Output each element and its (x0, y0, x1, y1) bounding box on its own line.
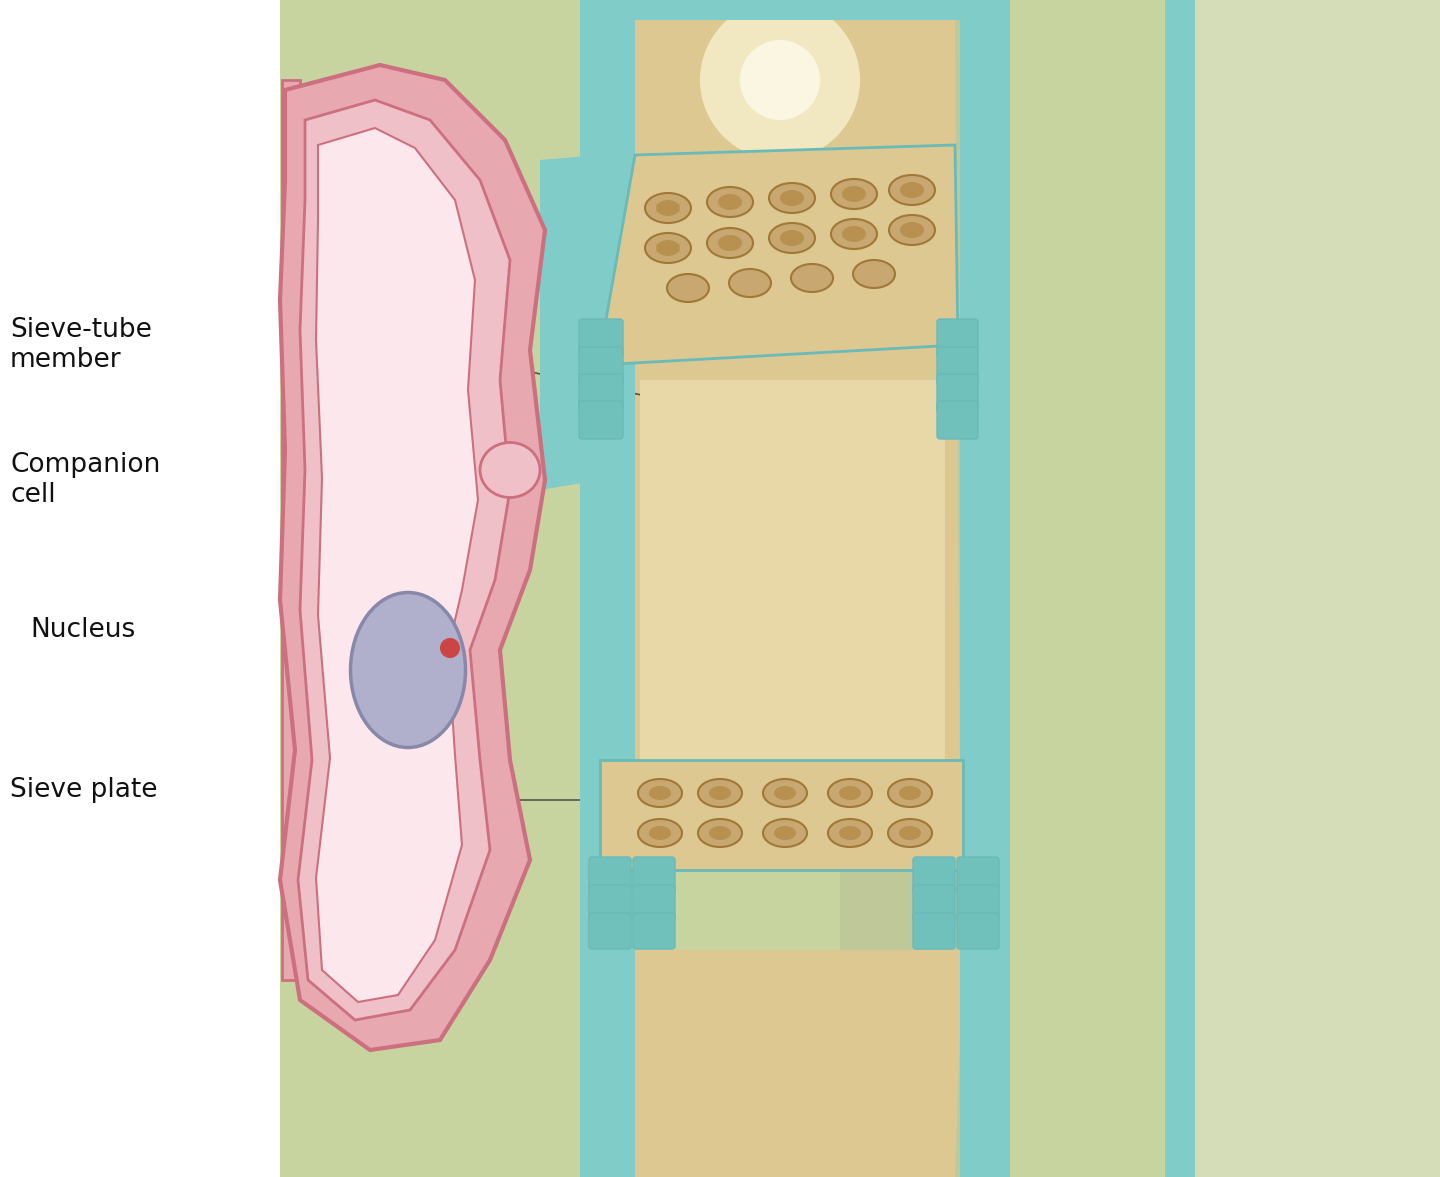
Ellipse shape (769, 182, 815, 213)
Ellipse shape (350, 592, 465, 747)
FancyBboxPatch shape (958, 885, 999, 920)
Ellipse shape (649, 826, 671, 840)
Ellipse shape (638, 819, 683, 847)
Ellipse shape (828, 819, 873, 847)
Ellipse shape (667, 274, 708, 302)
Ellipse shape (888, 175, 935, 205)
FancyBboxPatch shape (937, 347, 978, 385)
FancyBboxPatch shape (634, 913, 675, 949)
Ellipse shape (740, 40, 819, 120)
FancyBboxPatch shape (589, 913, 631, 949)
Ellipse shape (649, 786, 671, 800)
FancyBboxPatch shape (579, 401, 624, 439)
FancyBboxPatch shape (937, 374, 978, 412)
Polygon shape (540, 155, 600, 490)
Ellipse shape (657, 200, 680, 217)
Bar (639, 380, 945, 780)
Bar (580, 0, 981, 20)
Bar (580, 0, 635, 1177)
Bar (960, 0, 1009, 1177)
Polygon shape (279, 65, 544, 1050)
Ellipse shape (763, 779, 806, 807)
Ellipse shape (888, 215, 935, 245)
Ellipse shape (763, 819, 806, 847)
Ellipse shape (700, 0, 860, 160)
Ellipse shape (707, 228, 753, 258)
FancyBboxPatch shape (913, 913, 955, 949)
FancyBboxPatch shape (634, 857, 675, 893)
FancyBboxPatch shape (958, 857, 999, 893)
Ellipse shape (729, 270, 770, 297)
Ellipse shape (441, 638, 459, 658)
Text: Sieve-tube
member: Sieve-tube member (10, 317, 151, 373)
FancyBboxPatch shape (937, 401, 978, 439)
Ellipse shape (698, 779, 742, 807)
FancyBboxPatch shape (937, 319, 978, 357)
Polygon shape (960, 155, 1009, 490)
Polygon shape (315, 128, 478, 1002)
Ellipse shape (888, 779, 932, 807)
Ellipse shape (888, 819, 932, 847)
Ellipse shape (852, 260, 896, 288)
Ellipse shape (899, 786, 922, 800)
Polygon shape (600, 950, 963, 1177)
Ellipse shape (842, 226, 865, 242)
Ellipse shape (831, 179, 877, 210)
Ellipse shape (899, 826, 922, 840)
Ellipse shape (840, 786, 861, 800)
Ellipse shape (780, 230, 804, 246)
Ellipse shape (707, 187, 753, 217)
Ellipse shape (719, 235, 742, 251)
FancyBboxPatch shape (913, 885, 955, 920)
Bar (0, 0, 279, 1177)
Ellipse shape (900, 222, 924, 238)
FancyBboxPatch shape (579, 374, 624, 412)
Ellipse shape (638, 779, 683, 807)
FancyBboxPatch shape (579, 319, 624, 357)
FancyBboxPatch shape (634, 885, 675, 920)
FancyBboxPatch shape (589, 857, 631, 893)
Bar (1165, 0, 1195, 1177)
Polygon shape (600, 760, 963, 870)
Ellipse shape (775, 786, 796, 800)
Ellipse shape (480, 443, 540, 498)
Text: Sieve plate: Sieve plate (10, 777, 157, 803)
Ellipse shape (708, 826, 732, 840)
FancyBboxPatch shape (589, 885, 631, 920)
Ellipse shape (657, 240, 680, 257)
Polygon shape (598, 145, 958, 365)
Ellipse shape (719, 194, 742, 210)
Ellipse shape (775, 826, 796, 840)
Bar (1179, 0, 1440, 1177)
Ellipse shape (842, 186, 865, 202)
FancyBboxPatch shape (579, 347, 624, 385)
Bar (282, 80, 300, 980)
FancyBboxPatch shape (913, 857, 955, 893)
Ellipse shape (831, 219, 877, 250)
Ellipse shape (769, 222, 815, 253)
FancyBboxPatch shape (958, 913, 999, 949)
Ellipse shape (645, 233, 691, 262)
Ellipse shape (900, 182, 924, 198)
Polygon shape (298, 100, 510, 1020)
Ellipse shape (698, 819, 742, 847)
Text: Nucleus: Nucleus (30, 617, 135, 643)
Ellipse shape (791, 264, 832, 292)
Bar (279, 0, 1440, 1177)
Ellipse shape (645, 193, 691, 222)
Ellipse shape (828, 779, 873, 807)
Ellipse shape (708, 786, 732, 800)
Bar (840, 0, 971, 1177)
Ellipse shape (840, 826, 861, 840)
Text: Companion
cell: Companion cell (10, 452, 160, 508)
Ellipse shape (780, 189, 804, 206)
Polygon shape (600, 0, 960, 820)
